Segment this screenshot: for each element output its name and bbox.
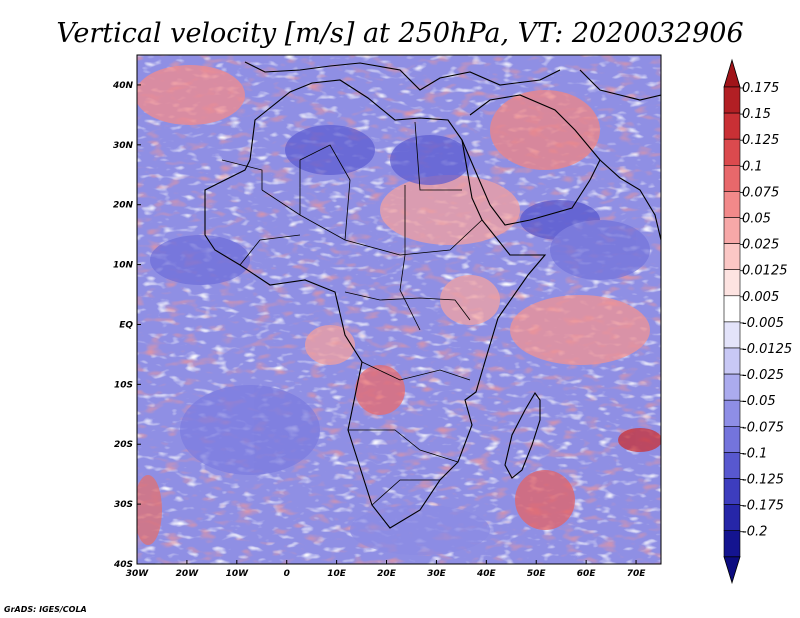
colorbar-label: 0.075 [742, 185, 779, 200]
x-tick-label: 30E [427, 569, 447, 579]
y-tick-label: 20N [113, 201, 134, 211]
arabia-coastline [461, 94, 601, 226]
x-tick-label: 20E [377, 569, 397, 579]
colorbar-label: -0.025 [742, 368, 784, 383]
y-tick-label: 10S [114, 380, 133, 390]
colorbar-swatch [723, 86, 741, 114]
y-tick-label: 20S [114, 440, 133, 450]
x-tick-label: 30W [126, 569, 150, 579]
colorbar-swatch [723, 347, 741, 375]
africa-coastline [204, 79, 547, 529]
colorbar-swatch [723, 504, 741, 532]
colorbar-bottom-triangle [723, 556, 741, 585]
x-tick-label: 70E [627, 569, 647, 579]
plot-area [137, 55, 661, 564]
colorbar-label: -0.2 [742, 525, 767, 540]
credit-label: GrADS: IGES/COLA [4, 605, 87, 614]
colorbar-swatch [723, 191, 741, 218]
colorbar-swatch [723, 425, 741, 453]
x-tick-label: 40E [476, 569, 497, 579]
descent-regions [150, 125, 650, 555]
x-tick-label: 20W [176, 569, 200, 579]
colorbar-swatch [723, 373, 741, 401]
x-axis: 30W 20W 10W 0 10E 20E 30E 40E 50E 60E 70E [126, 560, 646, 579]
colorbar-label: 0.1 [742, 159, 763, 174]
y-tick-label: EQ [119, 320, 133, 330]
x-tick-label: 10W [226, 569, 250, 579]
colorbar-swatch [723, 321, 741, 349]
colorbar-label: 0.025 [742, 238, 779, 253]
colorbar-swatch [723, 217, 741, 244]
colorbar-swatch [723, 269, 741, 297]
colorbar-label: 0.175 [742, 81, 779, 96]
colorbar-swatch [723, 530, 741, 558]
colorbar-swatch [723, 138, 741, 166]
colorbar-label: 0.05 [742, 212, 771, 227]
colorbar-label: 0.0125 [742, 264, 788, 279]
plot-frame [136, 54, 662, 565]
asia-coastline [579, 69, 661, 241]
colorbar-label: -0.1 [742, 446, 767, 461]
colorbar-swatch [723, 478, 741, 505]
x-tick-label: 50E [527, 569, 547, 579]
colorbar-label: -0.0125 [742, 342, 792, 357]
x-tick-label: 0 [284, 569, 290, 579]
colorbar: 0.175 0.15 0.125 0.1 0.075 0.05 0.025 0.0125 0.0… [723, 58, 792, 585]
colorbar-label: -0.005 [742, 316, 784, 331]
x-tick-label: 10E [327, 569, 347, 579]
chart-title: Vertical velocity [m/s] at 250hPa, VT: 2… [56, 18, 743, 49]
colorbar-label: -0.05 [742, 394, 776, 409]
colorbar-label: -0.075 [742, 420, 784, 435]
y-tick-label: 30S [114, 500, 133, 510]
colorbar-label: 0.005 [742, 290, 779, 305]
y-tick-label: 10N [113, 261, 134, 271]
europe-coastline [244, 61, 561, 91]
coastlines [204, 61, 661, 529]
colorbar-label: 0.125 [742, 133, 779, 148]
colorbar-swatch [723, 452, 741, 479]
madagascar-coastline [504, 391, 541, 479]
x-tick-label: 60E [577, 569, 597, 579]
colorbar-swatch [723, 165, 741, 192]
colorbar-swatch [723, 112, 741, 140]
y-tick-label: 30N [113, 141, 134, 151]
colorbar-label: -0.125 [742, 473, 784, 488]
country-borders [221, 121, 483, 506]
colorbar-swatch [723, 295, 741, 323]
y-axis: 40N 30N 20N 10N EQ 10S 20S 30S 40S [112, 81, 141, 570]
colorbar-label: -0.175 [742, 499, 784, 514]
y-tick-label: 40S [113, 560, 133, 570]
colorbar-swatch [723, 243, 741, 271]
colorbar-label: 0.15 [742, 107, 771, 122]
colorbar-top-triangle [723, 58, 741, 88]
colorbar-swatch [723, 399, 741, 427]
y-tick-label: 40N [112, 81, 134, 91]
